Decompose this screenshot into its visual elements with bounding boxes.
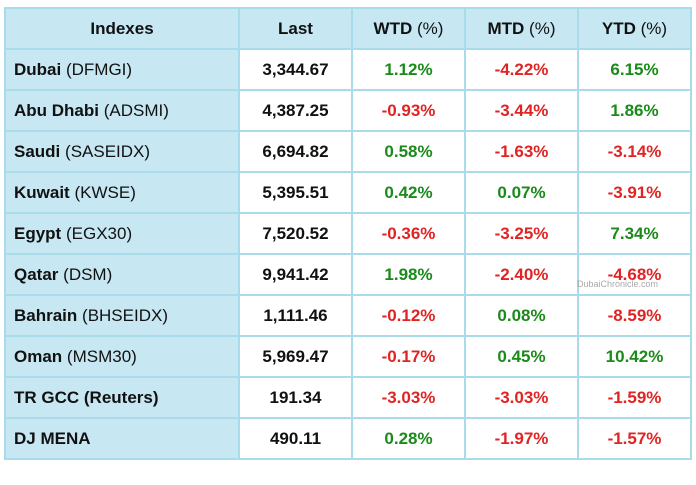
table-row: DJ MENA 490.11 0.28% -1.97% -1.57% xyxy=(4,417,692,460)
index-name: Oman xyxy=(14,346,63,366)
index-name-cell: Egypt (EGX30) xyxy=(4,212,240,255)
wtd-value: 0.58% xyxy=(351,130,466,173)
ytd-value: -3.14% xyxy=(577,130,692,173)
last-value: 1,111.46 xyxy=(238,294,353,337)
last-value: 4,387.25 xyxy=(238,89,353,132)
index-name-cell: Saudi (SASEIDX) xyxy=(4,130,240,173)
header-ytd-unit: (%) xyxy=(640,18,668,38)
index-name: Dubai xyxy=(14,59,62,79)
table-row: Dubai (DFMGI) 3,344.67 1.12% -4.22% 6.15% xyxy=(4,48,692,91)
table-row: Oman (MSM30) 5,969.47 -0.17% 0.45% 10.42% xyxy=(4,335,692,378)
wtd-value: -3.03% xyxy=(351,376,466,419)
index-name: Bahrain xyxy=(14,305,78,325)
header-row: Indexes Last WTD (%) MTD (%) YTD (%) xyxy=(4,7,692,50)
index-name-cell: Abu Dhabi (ADSMI) xyxy=(4,89,240,132)
last-value: 5,969.47 xyxy=(238,335,353,378)
wtd-value: -0.12% xyxy=(351,294,466,337)
index-name-cell: Oman (MSM30) xyxy=(4,335,240,378)
header-last: Last xyxy=(238,7,353,50)
table-row: Bahrain (BHSEIDX) 1,111.46 -0.12% 0.08% -8.5… xyxy=(4,294,692,337)
header-mtd: MTD (%) xyxy=(464,7,579,50)
mtd-value: -1.63% xyxy=(464,130,579,173)
watermark: DubaiChronicle.com xyxy=(577,279,659,289)
header-ytd: YTD (%) xyxy=(577,7,692,50)
header-wtd-unit: (%) xyxy=(417,18,444,38)
index-name-cell: Dubai (DFMGI) xyxy=(4,48,240,91)
table-body: Dubai (DFMGI) 3,344.67 1.12% -4.22% 6.15% Abu… xyxy=(4,48,692,460)
table-row: TR GCC (Reuters) 191.34 -3.03% -3.03% -1.59% xyxy=(4,376,692,419)
index-code: (EGX30) xyxy=(65,223,133,243)
header-indexes: Indexes xyxy=(4,7,240,50)
header-mtd-unit: (%) xyxy=(529,18,556,38)
index-name: Abu Dhabi xyxy=(14,100,99,120)
mtd-value: 0.08% xyxy=(464,294,579,337)
table-row: Qatar (DSM) 9,941.42 1.98% -2.40% -4.68% xyxy=(4,253,692,296)
ytd-value: -3.91% xyxy=(577,171,692,214)
ytd-value: 10.42% xyxy=(577,335,692,378)
ytd-value: 6.15% xyxy=(577,48,692,91)
table-row: Abu Dhabi (ADSMI) 4,387.25 -0.93% -3.44% 1.8… xyxy=(4,89,692,132)
table-row: Kuwait (KWSE) 5,395.51 0.42% 0.07% -3.91% xyxy=(4,171,692,214)
header-wtd: WTD (%) xyxy=(351,7,466,50)
index-name-cell: Bahrain (BHSEIDX) xyxy=(4,294,240,337)
index-code: (BHSEIDX) xyxy=(82,305,168,325)
index-name-cell: TR GCC (Reuters) xyxy=(4,376,240,419)
wtd-value: -0.93% xyxy=(351,89,466,132)
index-name: Qatar xyxy=(14,264,59,284)
last-value: 6,694.82 xyxy=(238,130,353,173)
wtd-value: -0.36% xyxy=(351,212,466,255)
index-name-cell: Qatar (DSM) xyxy=(4,253,240,296)
index-name: DJ MENA xyxy=(14,428,91,448)
index-code: (DFMGI) xyxy=(65,59,133,79)
mtd-value: -3.44% xyxy=(464,89,579,132)
indexes-table: Indexes Last WTD (%) MTD (%) YTD (%) Dub… xyxy=(4,7,692,460)
index-code: (SASEIDX) xyxy=(65,141,151,161)
index-code: (KWSE) xyxy=(74,182,136,202)
last-value: 7,520.52 xyxy=(238,212,353,255)
ytd-value: -1.59% xyxy=(577,376,692,419)
index-code: (MSM30) xyxy=(66,346,137,366)
mtd-value: -2.40% xyxy=(464,253,579,296)
index-name: Saudi xyxy=(14,141,61,161)
ytd-value: 7.34% xyxy=(577,212,692,255)
table-row: Saudi (SASEIDX) 6,694.82 0.58% -1.63% -3.14% xyxy=(4,130,692,173)
wtd-value: 0.28% xyxy=(351,417,466,460)
mtd-value: -4.22% xyxy=(464,48,579,91)
ytd-value: -8.59% xyxy=(577,294,692,337)
wtd-value: 1.12% xyxy=(351,48,466,91)
mtd-value: 0.07% xyxy=(464,171,579,214)
last-value: 191.34 xyxy=(238,376,353,419)
last-value: 3,344.67 xyxy=(238,48,353,91)
index-name: Kuwait xyxy=(14,182,70,202)
index-code: (ADSMI) xyxy=(103,100,169,120)
wtd-value: 1.98% xyxy=(351,253,466,296)
table-row: Egypt (EGX30) 7,520.52 -0.36% -3.25% 7.34% xyxy=(4,212,692,255)
ytd-value: -4.68% xyxy=(577,253,692,296)
wtd-value: -0.17% xyxy=(351,335,466,378)
index-name-cell: DJ MENA xyxy=(4,417,240,460)
last-value: 9,941.42 xyxy=(238,253,353,296)
mtd-value: -3.03% xyxy=(464,376,579,419)
index-code: (DSM) xyxy=(63,264,113,284)
index-name: Egypt xyxy=(14,223,62,243)
last-value: 490.11 xyxy=(238,417,353,460)
mtd-value: 0.45% xyxy=(464,335,579,378)
index-name: TR GCC (Reuters) xyxy=(14,387,159,407)
wtd-value: 0.42% xyxy=(351,171,466,214)
ytd-value: 1.86% xyxy=(577,89,692,132)
index-name-cell: Kuwait (KWSE) xyxy=(4,171,240,214)
last-value: 5,395.51 xyxy=(238,171,353,214)
ytd-value: -1.57% xyxy=(577,417,692,460)
mtd-value: -1.97% xyxy=(464,417,579,460)
mtd-value: -3.25% xyxy=(464,212,579,255)
